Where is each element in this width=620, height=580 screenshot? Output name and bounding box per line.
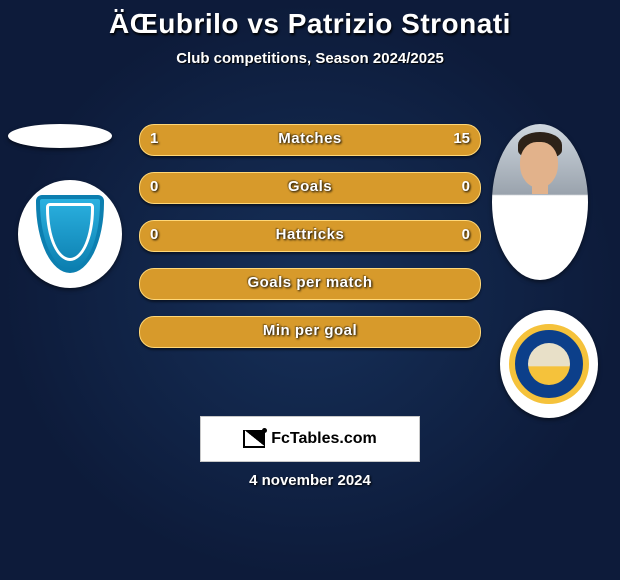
- player-right-neck: [532, 182, 548, 194]
- club-right-badge-inner: [528, 343, 570, 385]
- club-right-badge-icon: [509, 324, 589, 404]
- stat-right-value: 0: [430, 173, 470, 201]
- stat-right-value: 0: [430, 221, 470, 249]
- generation-date: 4 november 2024: [0, 472, 620, 489]
- stat-row-matches: 1 Matches 15: [139, 124, 481, 156]
- stats-rows: 1 Matches 15 0 Goals 0 0 Hattricks 0 Goa…: [139, 124, 481, 364]
- stat-label: Matches: [140, 125, 480, 153]
- club-left-badge-icon: [36, 195, 104, 273]
- stat-label: Min per goal: [140, 317, 480, 345]
- stat-row-goals: 0 Goals 0: [139, 172, 481, 204]
- stat-label: Hattricks: [140, 221, 480, 249]
- stat-right-value: 15: [430, 125, 470, 153]
- stat-label: Goals per match: [140, 269, 480, 297]
- club-left-badge: [18, 180, 122, 288]
- stat-label: Goals: [140, 173, 480, 201]
- watermark-text: FcTables.com: [271, 430, 377, 448]
- club-right-badge: [500, 310, 598, 418]
- comparison-card: ÄŒubrilo vs Patrizio Stronati Club compe…: [0, 0, 620, 580]
- player-left-photo-placeholder: [8, 124, 112, 148]
- page-subtitle: Club competitions, Season 2024/2025: [0, 50, 620, 67]
- player-right-photo: [492, 124, 588, 280]
- watermark-box: FcTables.com: [200, 416, 420, 462]
- stat-row-goals-per-match: Goals per match: [139, 268, 481, 300]
- stat-row-hattricks: 0 Hattricks 0: [139, 220, 481, 252]
- page-title: ÄŒubrilo vs Patrizio Stronati: [0, 0, 620, 40]
- stat-row-min-per-goal: Min per goal: [139, 316, 481, 348]
- chart-icon: [243, 430, 265, 448]
